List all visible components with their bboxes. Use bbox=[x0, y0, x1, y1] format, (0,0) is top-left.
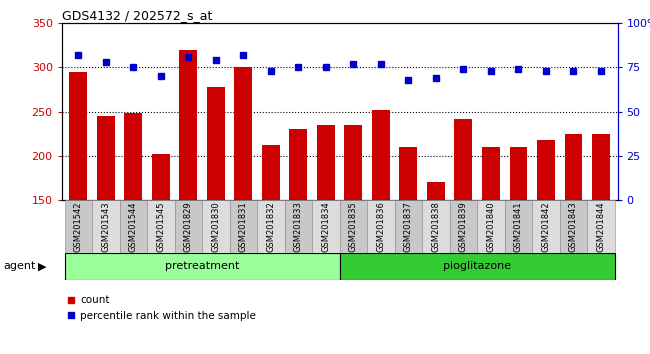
Text: GSM201834: GSM201834 bbox=[321, 202, 330, 252]
Bar bbox=[235, 67, 252, 333]
Text: GSM201542: GSM201542 bbox=[73, 202, 83, 252]
Bar bbox=[262, 145, 279, 333]
Bar bbox=[202, 200, 229, 253]
Text: GSM201836: GSM201836 bbox=[376, 202, 385, 252]
Bar bbox=[64, 253, 339, 280]
Bar bbox=[450, 200, 477, 253]
Text: GSM201832: GSM201832 bbox=[266, 202, 276, 252]
Text: GSM201838: GSM201838 bbox=[432, 202, 441, 252]
Bar bbox=[367, 200, 395, 253]
Bar bbox=[477, 200, 504, 253]
Bar bbox=[587, 200, 615, 253]
Bar bbox=[395, 200, 422, 253]
Text: GSM201830: GSM201830 bbox=[211, 202, 220, 252]
Text: GSM201840: GSM201840 bbox=[486, 202, 495, 252]
Text: GSM201837: GSM201837 bbox=[404, 202, 413, 252]
Bar bbox=[175, 200, 202, 253]
Bar bbox=[427, 182, 445, 333]
Text: ▶: ▶ bbox=[38, 261, 46, 271]
Bar bbox=[592, 133, 610, 333]
Text: GSM201833: GSM201833 bbox=[294, 202, 303, 252]
Bar bbox=[97, 116, 114, 333]
Bar bbox=[537, 140, 555, 333]
Bar bbox=[317, 125, 335, 333]
Bar bbox=[285, 200, 312, 253]
Bar bbox=[504, 200, 532, 253]
Bar bbox=[152, 154, 170, 333]
Bar bbox=[312, 200, 339, 253]
Bar bbox=[454, 119, 473, 333]
Text: agent: agent bbox=[3, 261, 36, 271]
Legend: count, percentile rank within the sample: count, percentile rank within the sample bbox=[67, 296, 256, 321]
Bar bbox=[560, 200, 587, 253]
Bar bbox=[257, 200, 285, 253]
Text: GSM201844: GSM201844 bbox=[597, 202, 606, 252]
Bar bbox=[207, 87, 225, 333]
Text: GSM201544: GSM201544 bbox=[129, 202, 138, 252]
Bar bbox=[64, 200, 92, 253]
Bar bbox=[289, 129, 307, 333]
Bar bbox=[120, 200, 147, 253]
Bar bbox=[422, 200, 450, 253]
Bar bbox=[482, 147, 500, 333]
Bar bbox=[565, 133, 582, 333]
Bar bbox=[344, 125, 362, 333]
Bar bbox=[510, 147, 527, 333]
Text: GDS4132 / 202572_s_at: GDS4132 / 202572_s_at bbox=[62, 9, 212, 22]
Bar bbox=[70, 72, 87, 333]
Text: pioglitazone: pioglitazone bbox=[443, 261, 512, 272]
Text: pretreatment: pretreatment bbox=[165, 261, 239, 272]
Text: GSM201841: GSM201841 bbox=[514, 202, 523, 252]
Bar bbox=[532, 200, 560, 253]
Text: GSM201839: GSM201839 bbox=[459, 202, 468, 252]
Bar bbox=[400, 147, 417, 333]
Bar bbox=[124, 113, 142, 333]
Bar bbox=[339, 200, 367, 253]
Text: GSM201835: GSM201835 bbox=[349, 202, 358, 252]
Text: GSM201831: GSM201831 bbox=[239, 202, 248, 252]
Bar bbox=[92, 200, 120, 253]
Text: GSM201843: GSM201843 bbox=[569, 202, 578, 252]
Text: GSM201543: GSM201543 bbox=[101, 202, 111, 252]
Bar bbox=[339, 253, 615, 280]
Text: GSM201545: GSM201545 bbox=[156, 202, 165, 252]
Bar bbox=[229, 200, 257, 253]
Bar bbox=[372, 110, 390, 333]
Text: GSM201829: GSM201829 bbox=[184, 202, 193, 252]
Text: GSM201842: GSM201842 bbox=[541, 202, 551, 252]
Bar bbox=[179, 50, 197, 333]
Bar bbox=[147, 200, 175, 253]
